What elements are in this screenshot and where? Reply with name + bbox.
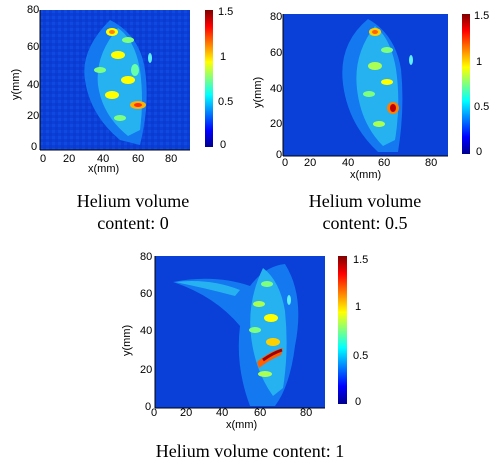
heatmap-image — [39, 10, 190, 151]
x-axis-label: x(mm) — [350, 169, 382, 181]
x-tick: 80 — [300, 407, 313, 419]
y-tick: 20 — [270, 118, 283, 130]
x-axis-label: x(mm) — [88, 163, 120, 175]
caption-helium-0: Helium volume content: 0 — [38, 190, 228, 234]
y-tick: 40 — [140, 325, 153, 337]
x-tick: 60 — [378, 157, 391, 169]
y-tick: 20 — [27, 110, 40, 122]
colorbar-tick: 1.5 — [474, 10, 490, 22]
colorbar-tick: 0.5 — [474, 101, 490, 113]
colorbar-tick: 0 — [220, 139, 227, 151]
colorbar — [338, 256, 347, 404]
caption-line: Helium volume content: 1 — [155, 441, 345, 461]
x-tick: 20 — [304, 157, 317, 169]
y-tick: 40 — [27, 79, 40, 91]
y-tick: 60 — [270, 47, 283, 59]
colorbar-tick: 1.5 — [353, 254, 369, 266]
colorbar-tick: 0.5 — [218, 96, 234, 108]
colorbar-tick: 0 — [476, 146, 483, 158]
caption-line: content: 0 — [97, 213, 169, 233]
colorbar-tick: 0.5 — [353, 350, 369, 362]
caption-line: Helium volume — [308, 191, 422, 211]
x-tick: 0 — [282, 157, 289, 169]
caption-line: Helium volume — [76, 191, 190, 211]
heatmap-image — [154, 256, 325, 409]
y-tick: 40 — [270, 83, 283, 95]
x-tick: 80 — [165, 153, 178, 165]
y-tick: 60 — [27, 41, 40, 53]
x-axis-label: x(mm) — [226, 419, 258, 431]
x-tick: 20 — [63, 153, 76, 165]
colorbar-tick: 1.5 — [218, 6, 234, 18]
y-axis-label: y(mm) — [121, 324, 133, 356]
x-tick: 80 — [425, 157, 438, 169]
colorbar-tick: 1 — [355, 301, 362, 313]
y-tick: 0 — [31, 141, 38, 153]
x-tick: 20 — [180, 407, 193, 419]
x-tick: 0 — [151, 407, 158, 419]
y-tick: 0 — [276, 149, 283, 161]
colorbar — [205, 10, 213, 147]
x-tick: 40 — [342, 157, 355, 169]
x-tick: 60 — [254, 407, 267, 419]
y-tick: 0 — [145, 401, 152, 413]
x-tick: 60 — [132, 153, 145, 165]
colorbar-tick: 1 — [220, 51, 227, 63]
x-tick: 40 — [97, 153, 110, 165]
caption-helium-1: Helium volume content: 1 — [110, 440, 390, 462]
heatmap-image — [282, 14, 448, 157]
x-tick: 0 — [40, 153, 47, 165]
caption-helium-0.5: Helium volume content: 0.5 — [270, 190, 460, 234]
y-tick: 60 — [140, 288, 153, 300]
colorbar — [462, 14, 470, 154]
colorbar-tick: 1 — [476, 56, 483, 68]
colorbar-tick: 0 — [355, 396, 362, 408]
y-tick: 80 — [27, 4, 40, 16]
y-tick: 80 — [140, 251, 153, 263]
y-axis-label: y(mm) — [252, 76, 264, 108]
caption-line: content: 0.5 — [322, 213, 408, 233]
y-tick: 20 — [140, 364, 153, 376]
x-tick: 40 — [216, 407, 229, 419]
y-axis-label: y(mm) — [10, 68, 22, 100]
y-tick: 80 — [270, 11, 283, 23]
